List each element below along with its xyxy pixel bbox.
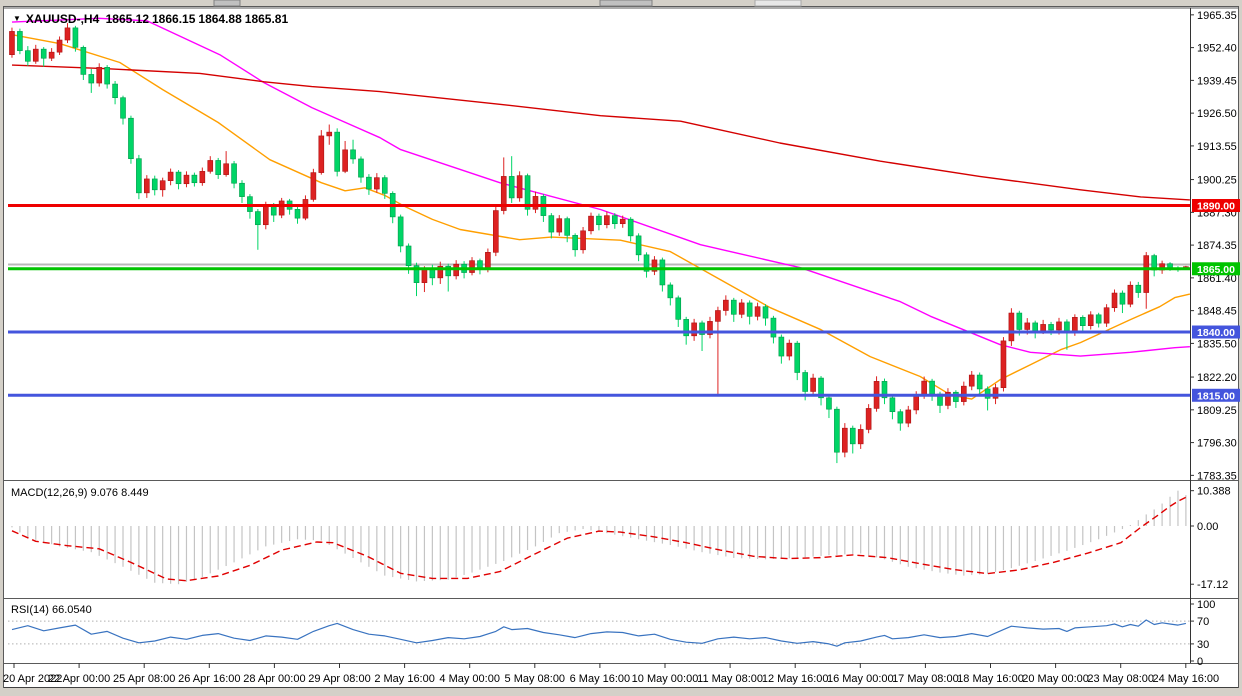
svg-text:5 May 08:00: 5 May 08:00 xyxy=(505,673,566,685)
svg-text:16 May 00:00: 16 May 00:00 xyxy=(827,673,894,685)
macd-main-value: 9.076 xyxy=(90,487,119,499)
svg-text:28 Apr 00:00: 28 Apr 00:00 xyxy=(243,673,305,685)
symbol-dropdown-icon[interactable]: ▼ xyxy=(13,14,21,23)
svg-text:30: 30 xyxy=(1197,639,1209,651)
svg-text:1900.25: 1900.25 xyxy=(1197,175,1237,187)
svg-text:20 May 00:00: 20 May 00:00 xyxy=(1022,673,1089,685)
ohlc-open: 1865.12 xyxy=(105,12,149,26)
ma-fast-orange xyxy=(11,34,1191,400)
symbol-period: XAUUSD-,H4 xyxy=(25,12,100,26)
svg-text:11 May 08:00: 11 May 08:00 xyxy=(697,673,763,685)
macd-signal-value: 8.449 xyxy=(121,487,149,499)
rsi-indicator-label: RSI(14) 66.0540 xyxy=(11,604,92,616)
svg-text:1926.50: 1926.50 xyxy=(1197,108,1237,120)
rsi-panel[interactable]: 100 70 30 0 xyxy=(8,599,1215,668)
svg-text:18 May 16:00: 18 May 16:00 xyxy=(957,673,1024,685)
rsi-value: 66.0540 xyxy=(51,604,92,616)
svg-text:1865.00: 1865.00 xyxy=(1197,264,1235,276)
ma-medium-magenta xyxy=(11,17,1190,357)
svg-text:20 Apr 2022: 20 Apr 2022 xyxy=(3,673,62,685)
svg-text:1809.25: 1809.25 xyxy=(1197,405,1237,417)
svg-text:1861.40: 1861.40 xyxy=(1197,273,1237,285)
svg-text:12 May 16:00: 12 May 16:00 xyxy=(762,673,829,685)
svg-text:26 Apr 16:00: 26 Apr 16:00 xyxy=(178,673,240,685)
svg-text:23 May 08:00: 23 May 08:00 xyxy=(1087,673,1154,685)
ma-slow-darkred xyxy=(11,64,1190,201)
svg-text:1822.20: 1822.20 xyxy=(1197,372,1237,384)
svg-text:24 May 16:00: 24 May 16:00 xyxy=(1152,673,1219,685)
svg-text:10.388: 10.388 xyxy=(1197,486,1231,498)
svg-text:70: 70 xyxy=(1197,616,1209,628)
svg-text:25 Apr 08:00: 25 Apr 08:00 xyxy=(113,673,175,685)
macd-indicator-label: MACD(12,26,9) 9.076 8.449 xyxy=(11,487,149,499)
svg-text:1835.50: 1835.50 xyxy=(1197,338,1237,350)
svg-text:6 May 16:00: 6 May 16:00 xyxy=(570,673,631,685)
svg-text:0: 0 xyxy=(1197,656,1203,668)
svg-text:1939.45: 1939.45 xyxy=(1197,75,1237,87)
macd-panel[interactable]: 10.388 0.00 -17.12 xyxy=(11,486,1231,592)
svg-text:1952.40: 1952.40 xyxy=(1197,43,1237,55)
svg-text:1815.00: 1815.00 xyxy=(1197,390,1235,402)
svg-text:4 May 00:00: 4 May 00:00 xyxy=(439,673,500,685)
svg-text:29 Apr 08:00: 29 Apr 08:00 xyxy=(308,673,370,685)
svg-text:1796.30: 1796.30 xyxy=(1197,438,1237,450)
svg-text:1783.35: 1783.35 xyxy=(1197,470,1237,482)
horizontal-lines[interactable] xyxy=(8,204,1190,397)
ohlc-low: 1864.88 xyxy=(198,12,242,26)
price-axis[interactable]: 1965.35 1952.40 1939.45 1926.50 1913.55 1900.… xyxy=(1190,10,1240,483)
svg-text:1913.55: 1913.55 xyxy=(1197,141,1237,153)
svg-text:2 May 16:00: 2 May 16:00 xyxy=(374,673,435,685)
svg-text:0.00: 0.00 xyxy=(1197,521,1218,533)
svg-text:-17.12: -17.12 xyxy=(1197,579,1228,591)
svg-text:1848.45: 1848.45 xyxy=(1197,306,1237,318)
svg-text:10 May 00:00: 10 May 00:00 xyxy=(632,673,699,685)
svg-text:1890.00: 1890.00 xyxy=(1197,201,1235,213)
svg-text:1840.00: 1840.00 xyxy=(1197,327,1235,339)
svg-text:17 May 08:00: 17 May 08:00 xyxy=(892,673,959,685)
svg-text:1965.35: 1965.35 xyxy=(1197,10,1237,22)
chart-title: ▼ XAUUSD-,H4 1865.12 1866.15 1864.88 1865.81 xyxy=(13,12,291,26)
svg-text:1874.35: 1874.35 xyxy=(1197,240,1237,252)
svg-text:100: 100 xyxy=(1197,599,1215,611)
ohlc-high: 1866.15 xyxy=(152,12,196,26)
svg-text:22 Apr 00:00: 22 Apr 00:00 xyxy=(48,673,110,685)
ohlc-close: 1865.81 xyxy=(244,12,289,26)
